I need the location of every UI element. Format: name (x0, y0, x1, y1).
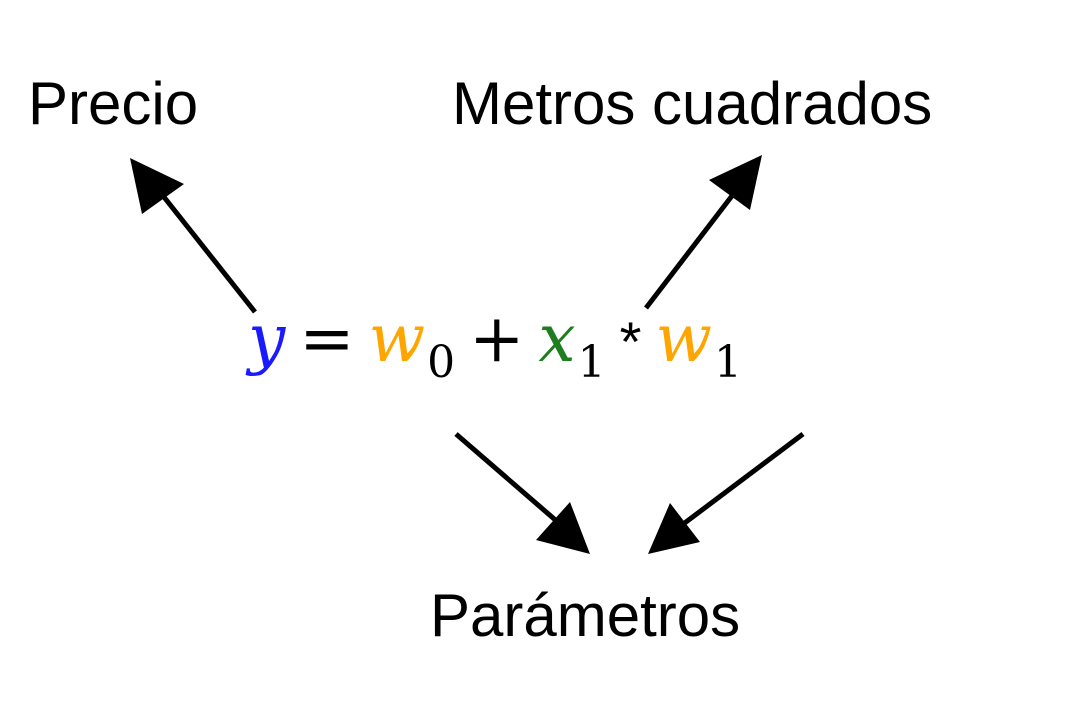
eq-w1-sub: 1 (713, 337, 742, 388)
eq-x1-var: x (538, 300, 576, 377)
label-precio: Precio (28, 70, 199, 137)
eq-times: * (619, 310, 642, 373)
label-metros-cuadrados: Metros cuadrados (452, 70, 933, 137)
equation: y = w0 + x1 * w1 (248, 306, 742, 385)
label-parametros: Parámetros (430, 582, 741, 649)
arrow-to-metros-shaft (644, 186, 740, 310)
eq-x1: x (538, 300, 575, 377)
arrow-to-precio-head (130, 158, 184, 214)
eq-w0-sub: 0 (427, 337, 456, 388)
arrow-w0-to-parametros-head (536, 502, 590, 554)
eq-x1-sub: 1 (577, 337, 606, 388)
eq-w1: w (655, 300, 712, 377)
eq-plus: + (469, 300, 525, 377)
arrow-w1-to-parametros-shaft (676, 432, 805, 530)
eq-w1-var: w (655, 300, 712, 377)
eq-y: y (248, 300, 286, 377)
eq-w0: w (369, 300, 426, 377)
arrow-w1-to-parametros-head (648, 503, 700, 554)
arrow-to-metros-head (709, 155, 762, 210)
arrow-w0-to-parametros-shaft (454, 432, 562, 526)
arrow-to-precio-shaft (158, 190, 257, 314)
eq-equals: = (299, 300, 355, 377)
eq-w0-var: w (368, 300, 426, 377)
